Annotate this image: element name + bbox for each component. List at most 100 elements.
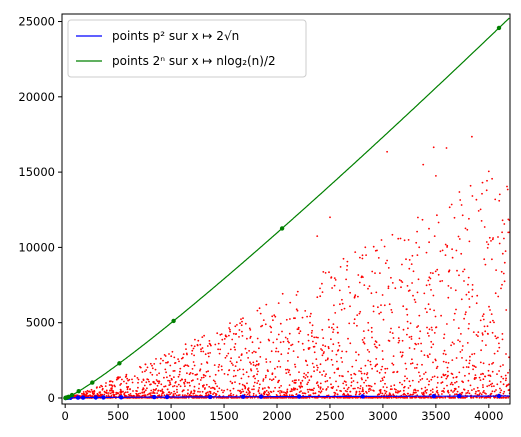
scatter-point — [325, 373, 327, 376]
scatter-point — [294, 387, 297, 390]
scatter-point — [131, 378, 133, 381]
scatter-point — [477, 331, 480, 333]
scatter-point — [433, 235, 436, 238]
scatter-point — [138, 394, 140, 397]
scatter-point — [257, 389, 260, 392]
scatter-point — [332, 343, 335, 346]
power-of-two-point — [117, 361, 122, 366]
scatter-point — [390, 385, 392, 387]
scatter-point — [479, 392, 481, 394]
scatter-point — [440, 396, 443, 399]
scatter-point — [408, 267, 411, 270]
scatter-point — [163, 376, 165, 379]
scatter-point — [247, 375, 250, 378]
scatter-point — [483, 226, 486, 228]
scatter-point — [335, 353, 338, 356]
scatter-point — [267, 396, 270, 399]
scatter-point — [298, 371, 300, 373]
scatter-point — [183, 365, 186, 368]
scatter-point — [327, 318, 330, 321]
scatter-point — [352, 380, 355, 382]
scatter-point — [253, 375, 256, 377]
scatter-point — [468, 298, 471, 300]
scatter-point — [482, 362, 485, 365]
scatter-point — [312, 392, 315, 395]
scatter-point — [470, 396, 473, 399]
scatter-point — [411, 362, 414, 365]
scatter-point — [468, 359, 471, 362]
scatter-point — [307, 339, 310, 342]
square-point — [208, 394, 213, 400]
scatter-point — [491, 382, 494, 385]
scatter-point — [372, 245, 375, 248]
scatter-point — [327, 394, 330, 397]
scatter-point — [424, 307, 427, 310]
scatter-point — [378, 393, 381, 396]
scatter-point — [477, 210, 480, 212]
power-of-two-point — [90, 380, 95, 385]
scatter-point — [352, 387, 355, 390]
scatter-point — [340, 390, 342, 392]
scatter-point — [268, 393, 271, 395]
scatter-point — [418, 371, 420, 374]
scatter-point — [359, 392, 362, 395]
scatter-point — [333, 277, 336, 279]
scatter-point — [240, 391, 243, 393]
scatter-point — [468, 372, 470, 375]
scatter-point — [303, 392, 305, 395]
scatter-point — [456, 390, 459, 393]
scatter-point — [126, 377, 129, 380]
scatter-point — [481, 333, 484, 336]
scatter-point — [270, 391, 273, 393]
scatter-point — [460, 252, 463, 255]
scatter-point — [286, 368, 289, 371]
scatter-point — [461, 349, 464, 351]
scatter-point — [200, 348, 202, 351]
scatter-point — [494, 292, 497, 295]
scatter-point — [465, 366, 468, 368]
scatter-point — [460, 204, 463, 206]
scatter-point — [350, 381, 353, 384]
scatter-point — [244, 386, 247, 389]
scatter-point — [304, 310, 307, 312]
tick-layer: 0 500 1000 1500 2000 2500 3000 3500 4000 0 5000 100… — [18, 15, 503, 423]
scatter-point — [184, 343, 187, 346]
scatter-point — [270, 331, 272, 333]
scatter-point — [231, 382, 234, 384]
scatter-point — [355, 359, 357, 362]
scatter-point — [496, 373, 498, 375]
scatter-point — [236, 369, 239, 372]
scatter-point — [501, 231, 503, 234]
scatter-point — [454, 393, 456, 396]
square-point — [119, 395, 124, 400]
scatter-point — [361, 378, 363, 381]
scatter-point — [248, 327, 251, 330]
scatter-point — [133, 395, 136, 397]
scatter-point — [177, 383, 180, 386]
scatter-point — [355, 351, 357, 354]
scatter-point — [214, 373, 217, 376]
scatter-point — [322, 344, 324, 347]
scatter-point — [385, 394, 388, 396]
scatter-point — [354, 393, 357, 396]
scatter-point — [142, 388, 145, 390]
scatter-point — [366, 349, 369, 351]
scatter-point — [131, 381, 134, 384]
scatter-point — [485, 189, 488, 192]
scatter-point — [480, 349, 482, 352]
scatter-point — [224, 356, 227, 359]
scatter-point-upper — [487, 170, 490, 173]
scatter-point — [178, 360, 180, 363]
scatter-point — [93, 390, 96, 393]
scatter-point — [498, 342, 500, 345]
scatter-point — [380, 368, 383, 371]
scatter-point — [370, 389, 372, 391]
scatter-point — [160, 394, 163, 397]
scatter-point — [472, 331, 475, 333]
scatter-point — [298, 391, 301, 393]
scatter-point — [271, 315, 274, 318]
scatter-point — [170, 355, 173, 358]
scatter-point — [337, 341, 340, 344]
scatter-point — [264, 323, 267, 326]
scatter-point — [139, 392, 142, 395]
